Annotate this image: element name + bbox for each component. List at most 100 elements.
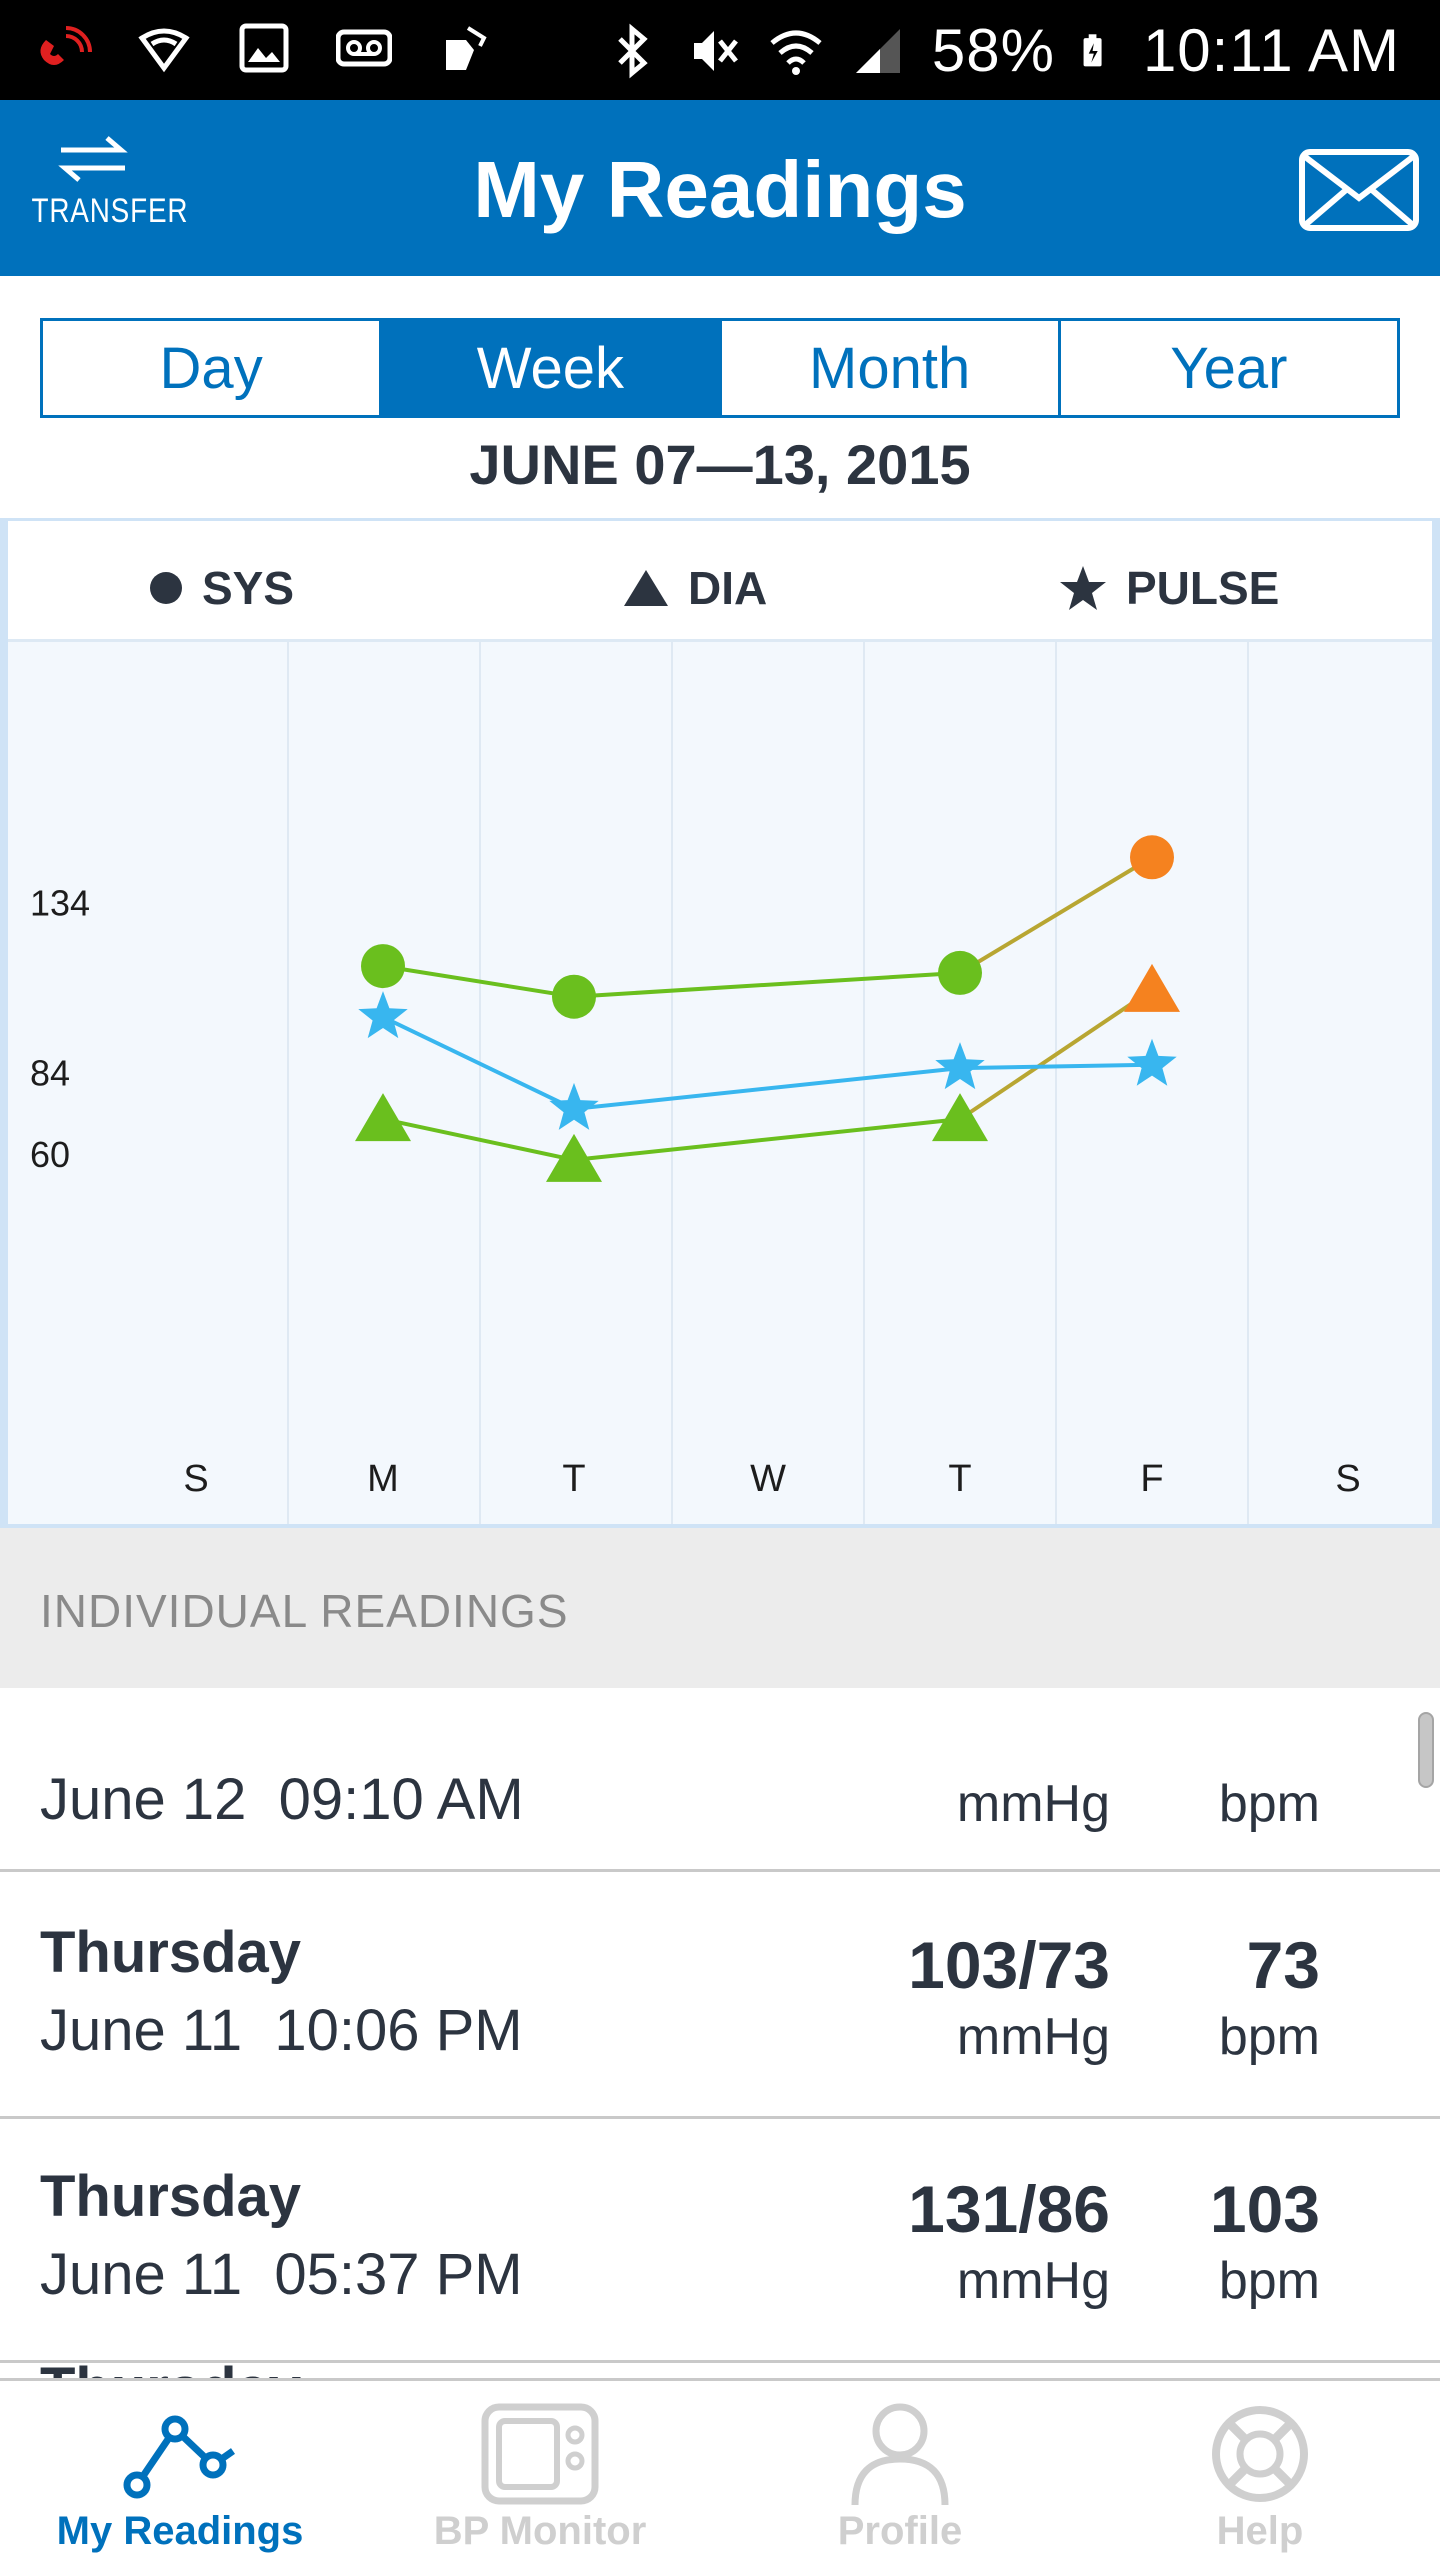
chart-plot: 134 84 60 S M T W T F S (30, 642, 1361, 1524)
list-item[interactable]: Thursday June 11 05:37 PM 131/86 mmHg 10… (0, 2119, 1440, 2363)
tab-month[interactable]: Month (721, 321, 1061, 415)
reading-datetime: June 11 10:06 PM (40, 1998, 523, 2063)
reading-pulse: 103 (1209, 2172, 1320, 2246)
reading-datetime: June 12 09:10 AM (40, 1767, 524, 1832)
data-point-pulse (358, 991, 408, 1039)
readings-graph-icon (123, 2415, 236, 2499)
chart-legend: SYS DIA PULSE (8, 518, 1432, 642)
reading-day: Thursday (40, 2355, 301, 2378)
tab-day[interactable]: Day (43, 321, 383, 415)
reading-pulse-unit: bpm (1218, 1775, 1320, 1833)
legend-sys-label: SYS (202, 562, 295, 614)
x-tick-label: S (1335, 1458, 1360, 1500)
nav-bp-monitor[interactable]: BP Monitor (360, 2381, 720, 2560)
series-line-pulse (382, 1015, 575, 1111)
series-line-pulse (573, 1066, 961, 1111)
signal-icon (855, 28, 900, 73)
triangle-icon (624, 570, 668, 606)
legend-dia: DIA (622, 561, 767, 615)
legend-pulse: PULSE (1058, 561, 1279, 615)
transfer-arrows-icon (58, 136, 128, 182)
y-tick-label: 84 (30, 1053, 70, 1094)
series-line-pulse (959, 1062, 1153, 1071)
shield-icon (138, 28, 190, 73)
list-item[interactable]: June 12 09:10 AM mmHg bpm (0, 1688, 1440, 1872)
bp-monitor-icon (481, 2403, 599, 2505)
mail-icon[interactable] (1298, 148, 1420, 232)
app-header: TRANSFER My Readings (0, 100, 1440, 276)
nav-help[interactable]: Help (1080, 2381, 1440, 2560)
date-range: JUNE 07—13, 2015 (469, 433, 971, 496)
battery-icon (1083, 33, 1102, 66)
voicemail-icon (336, 29, 392, 67)
data-point-dia (1124, 963, 1180, 1012)
data-point-sys (1130, 835, 1174, 880)
circle-icon (150, 572, 182, 604)
list-item[interactable]: Thursday June 11 10:06 PM 103/73 mmHg 73… (0, 1875, 1440, 2119)
reading-day: Thursday (40, 2164, 302, 2229)
reading-bp: 131/86 (908, 2172, 1110, 2246)
x-tick-label: F (1140, 1458, 1163, 1500)
series-line-dia (382, 1117, 575, 1162)
series-line-dia (573, 1117, 961, 1162)
tab-week[interactable]: Week (382, 321, 722, 415)
bottom-nav: My Readings BP Monitor Profile Help (0, 2378, 1440, 2560)
legend-pulse-label: PULSE (1126, 562, 1280, 614)
reading-bp: 103/73 (908, 1928, 1110, 2002)
tab-year[interactable]: Year (1060, 321, 1397, 415)
help-lifebuoy-icon (1212, 2406, 1308, 2502)
reading-pulse: 73 (1246, 1928, 1320, 2002)
data-point-pulse (549, 1082, 599, 1130)
status-bar: 58% 10:11 AM (0, 0, 1440, 100)
image-icon (239, 23, 289, 73)
data-point-sys (552, 974, 596, 1019)
section-header: INDIVIDUAL READINGS (0, 1528, 1440, 1688)
nav-label: Profile (837, 2509, 963, 2553)
t-mobile-icon (446, 26, 487, 70)
nav-label: My Readings (56, 2509, 304, 2553)
data-point-dia (546, 1133, 602, 1182)
reading-bp-unit: mmHg (956, 2008, 1110, 2066)
readings-chart: SYS DIA PULSE 134 84 60 S M T W T F S (0, 518, 1440, 1528)
series-line-sys (382, 964, 575, 999)
reading-bp-unit: mmHg (956, 1775, 1110, 1833)
reading-day: Thursday (40, 1920, 302, 1985)
clock: 10:11 AM (1142, 17, 1400, 84)
nav-profile[interactable]: Profile (720, 2381, 1080, 2560)
wifi-calling-icon (40, 26, 92, 65)
reading-pulse-unit: bpm (1218, 2252, 1320, 2310)
scrollbar[interactable] (1418, 1712, 1434, 1788)
data-point-pulse (935, 1042, 985, 1090)
x-tick-label: T (948, 1458, 971, 1500)
nav-label: BP Monitor (433, 2509, 647, 2553)
nav-my-readings[interactable]: My Readings (0, 2381, 360, 2560)
transfer-button[interactable]: TRANSFER (18, 130, 187, 250)
x-tick-label: W (750, 1458, 786, 1500)
battery-percent: 58% (931, 17, 1055, 84)
star-icon (1060, 566, 1106, 610)
y-tick-label: 60 (30, 1134, 70, 1175)
data-point-dia (932, 1093, 988, 1142)
legend-sys: SYS (148, 561, 294, 615)
page-title: My Readings (473, 145, 967, 234)
data-point-sys (938, 950, 982, 995)
series-line-sys (958, 855, 1154, 975)
mute-icon (693, 30, 738, 71)
wifi-icon (770, 30, 822, 75)
readings-list[interactable]: June 12 09:10 AM mmHg bpm Thursday June … (0, 1688, 1440, 2378)
x-tick-label: T (562, 1458, 585, 1500)
data-point-sys (361, 944, 405, 989)
x-tick-label: M (367, 1458, 399, 1500)
data-point-dia (355, 1093, 411, 1142)
list-item[interactable]: Thursday (0, 2356, 1440, 2378)
y-tick-label: 134 (30, 883, 90, 924)
legend-dia-label: DIA (688, 562, 768, 614)
section-header-label: INDIVIDUAL READINGS (40, 1585, 569, 1637)
series-line-dia (958, 988, 1154, 1121)
data-point-pulse (1127, 1038, 1177, 1086)
reading-datetime: June 11 05:37 PM (40, 2242, 523, 2307)
reading-pulse-unit: bpm (1218, 2008, 1320, 2066)
profile-person-icon (851, 2403, 949, 2506)
reading-bp-unit: mmHg (956, 2252, 1110, 2310)
x-tick-label: S (183, 1458, 208, 1500)
